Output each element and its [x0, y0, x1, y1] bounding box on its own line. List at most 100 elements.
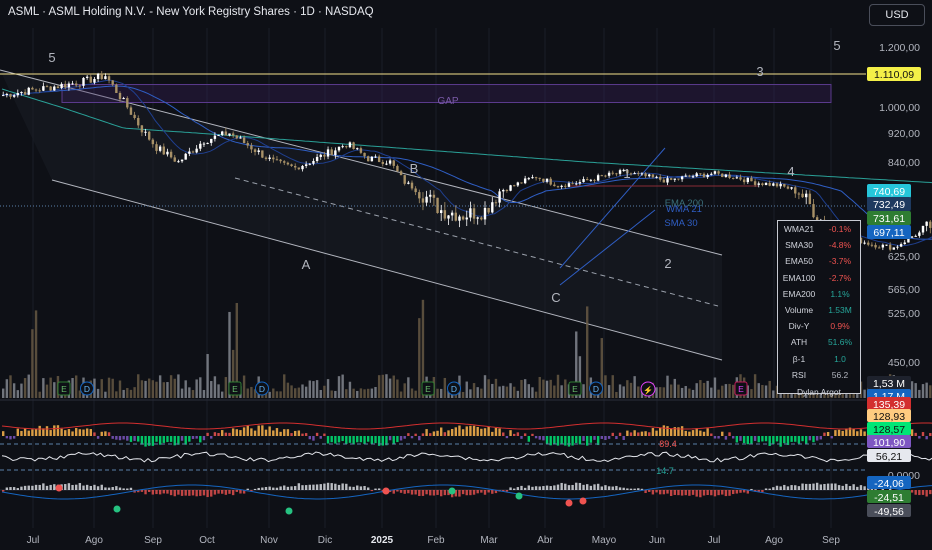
macd-bar — [483, 490, 487, 495]
momentum-bar — [783, 436, 786, 444]
momentum-bar — [337, 436, 341, 443]
momentum-bar — [67, 429, 71, 436]
candle-body — [5, 93, 9, 96]
volume-bar — [137, 374, 140, 398]
candle-body — [757, 183, 760, 185]
momentum-bar — [334, 436, 337, 444]
macd-badge — [867, 490, 911, 503]
indicator-row: RSI 56.2 — [778, 367, 860, 383]
channel-mid-line — [234, 177, 719, 307]
volume-bar — [710, 387, 713, 398]
macd-cross-dot — [285, 507, 293, 515]
momentum-bar — [812, 436, 815, 443]
candle-body — [2, 95, 5, 97]
price-badge-value: 732,49 — [873, 199, 905, 211]
momentum-bar — [753, 436, 757, 441]
macd-bar — [764, 488, 768, 490]
candle-body — [129, 107, 133, 115]
candle-body — [414, 188, 417, 193]
candle-body — [742, 179, 746, 183]
macd-bar — [472, 490, 476, 495]
momentum-bar — [724, 436, 728, 440]
macd-bar — [790, 485, 793, 490]
candle-body — [545, 178, 549, 182]
volume-bar — [104, 391, 107, 398]
volume-bar — [166, 382, 169, 398]
macd-bar — [655, 490, 658, 493]
macd-bar — [914, 490, 917, 495]
macd-bar — [575, 482, 578, 490]
macd-bar — [49, 484, 52, 490]
momentum-bar — [757, 436, 760, 443]
candle-body — [805, 193, 808, 198]
momentum-bar — [815, 436, 819, 441]
currency-selector[interactable]: USD — [869, 4, 925, 26]
candle-body — [450, 212, 454, 216]
volume-bar — [523, 379, 527, 398]
rsi-lower-label: 14.7 — [656, 466, 674, 476]
y-axis-label: 1.200,00 — [879, 42, 920, 54]
macd-bar — [206, 490, 209, 498]
volume-bar — [279, 391, 282, 398]
volume-bar — [144, 380, 147, 398]
volume-bar — [228, 311, 231, 398]
momentum-bar — [837, 429, 841, 436]
momentum-bar — [363, 436, 366, 445]
macd-bar — [710, 490, 713, 496]
candle-body — [388, 160, 392, 164]
macd-bar — [425, 490, 428, 495]
volume-bar — [465, 381, 468, 398]
momentum-bar — [210, 436, 213, 439]
momentum-bar — [542, 436, 545, 441]
macd-bar — [688, 490, 691, 496]
volume-bar — [688, 388, 691, 398]
momentum-bar — [31, 429, 34, 436]
candle-body — [659, 176, 662, 180]
candle-body — [538, 177, 541, 179]
macd-cross-dot — [382, 487, 390, 495]
momentum-bar — [206, 432, 209, 436]
volume-bar — [695, 383, 698, 398]
candle-body — [286, 162, 290, 165]
volume-bar — [611, 375, 614, 398]
momentum-bar — [487, 426, 490, 436]
volume-bar — [604, 375, 607, 398]
macd-bar — [545, 485, 549, 490]
macd-bar — [717, 490, 720, 496]
candle-body — [137, 118, 140, 126]
indicator-row: Volume 1.53M — [778, 302, 860, 318]
macd-bar — [461, 490, 465, 495]
momentum-bar — [673, 427, 676, 436]
candle-body — [750, 177, 753, 182]
candle-body — [71, 83, 74, 85]
volume-bar — [199, 377, 202, 398]
candle-body — [480, 217, 483, 220]
momentum-bar — [377, 436, 381, 446]
macd-bar — [27, 485, 30, 490]
momentum-bar — [523, 433, 527, 436]
volume-bar — [414, 390, 417, 398]
momentum-bar — [805, 436, 808, 444]
volume-bar — [545, 380, 549, 398]
macd-bar — [549, 486, 552, 490]
volume-bar — [129, 389, 133, 398]
candle-body — [89, 76, 92, 83]
macd-bar — [151, 490, 155, 495]
momentum-bar — [425, 429, 428, 436]
macd-bar — [140, 490, 144, 492]
candle-body — [239, 137, 242, 139]
macd-cross-dot — [579, 497, 587, 505]
y-axis-label: 450,00 — [888, 357, 920, 369]
macd-bar — [732, 490, 735, 495]
macd-bar — [648, 490, 651, 492]
macd-bar — [794, 485, 797, 490]
momentum-bar — [662, 425, 666, 436]
candle-body — [34, 89, 38, 91]
momentum-bar — [461, 429, 465, 436]
macd-badge — [867, 504, 911, 517]
macd-bar — [341, 483, 344, 490]
volume-bar — [272, 388, 275, 398]
candle-body — [702, 173, 706, 178]
macd-bar — [162, 490, 165, 494]
